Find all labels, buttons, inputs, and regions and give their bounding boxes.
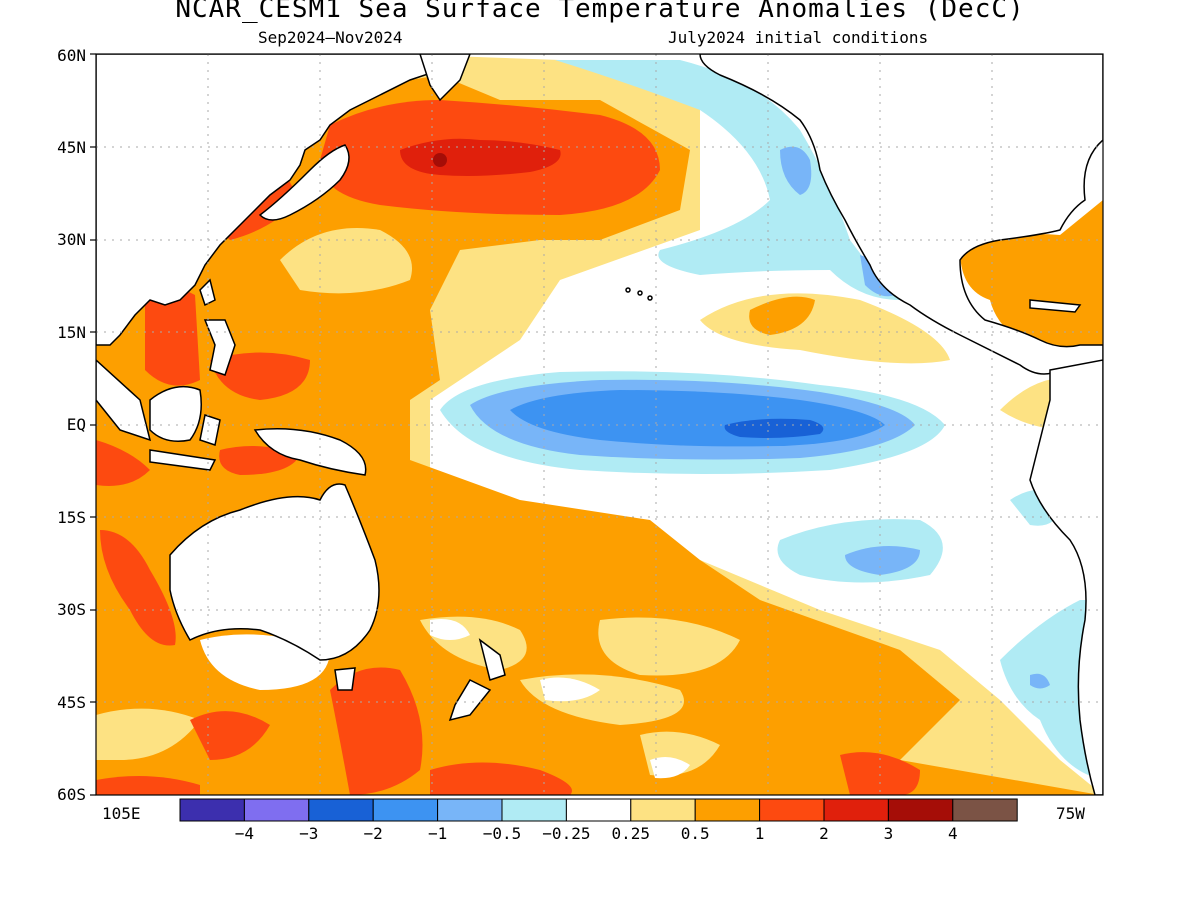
land-new-zealand-north <box>478 638 506 681</box>
anomaly-region <box>96 776 200 795</box>
land-new-guinea <box>253 428 367 476</box>
land-hawaii <box>647 295 653 301</box>
graticule <box>96 54 1103 795</box>
land-tasmania <box>334 667 356 691</box>
colorbar-tick-label: −3 <box>299 824 319 843</box>
colorbar-swatch <box>823 798 889 822</box>
land-philippines <box>203 319 236 376</box>
colorbar-swatch <box>887 798 954 822</box>
land-asia <box>96 54 441 346</box>
land-kamchatka <box>419 54 471 102</box>
anomaly-region <box>780 146 812 195</box>
anomaly-region <box>1030 673 1050 689</box>
land-new-zealand-south <box>448 679 492 722</box>
colorbar-swatch <box>565 798 632 822</box>
lat-label-15n: 15N <box>57 323 86 342</box>
anomaly-region <box>1000 600 1103 780</box>
colorbar-swatch <box>694 798 761 822</box>
anomaly-region <box>430 762 572 795</box>
land-south-america <box>1029 359 1103 795</box>
anomaly-region <box>430 619 470 640</box>
land-java <box>149 449 217 471</box>
lat-label-60n: 60N <box>57 46 86 65</box>
anomaly-region <box>724 418 824 438</box>
lat-label-eq: EQ <box>66 415 86 434</box>
colorbar-tick-label: 3 <box>883 824 894 843</box>
chart-title: NCAR_CESM1 Sea Surface Temperature Anoma… <box>175 0 1025 24</box>
colorbar-tick-label: −2 <box>363 824 383 843</box>
anomaly-region <box>200 634 330 690</box>
land-hawaii <box>625 287 631 293</box>
land-borneo <box>149 385 202 442</box>
anomaly-region <box>190 711 270 760</box>
colorbar-swatch <box>372 798 439 822</box>
colorbar-swatch <box>759 798 825 822</box>
land-cuba <box>1029 299 1082 313</box>
map-frame <box>90 53 1104 796</box>
colorbar-tick-label: 1 <box>754 824 765 843</box>
anomaly-region <box>845 546 920 575</box>
anomaly-region <box>840 752 920 795</box>
land-north-america <box>699 54 1103 375</box>
colorbar-swatch <box>630 798 696 822</box>
anomaly-region <box>210 352 310 400</box>
colorbar-tick-label: 0.5 <box>680 824 710 843</box>
lon-label-105e: 105E <box>102 804 141 823</box>
colorbar-tick-label: 0.25 <box>611 824 651 843</box>
anomaly-region <box>540 677 600 702</box>
anomaly-region <box>749 296 815 335</box>
colorbar-tick-label: −1 <box>427 824 448 843</box>
colorbar-swatch <box>437 798 503 822</box>
land-australia <box>169 483 380 661</box>
lat-label-30s: 30S <box>57 600 86 619</box>
anomaly-region <box>555 60 900 300</box>
land-taiwan <box>199 278 216 307</box>
colorbar <box>179 798 1018 822</box>
coastlines <box>96 54 1103 795</box>
lat-label-60s: 60S <box>57 785 86 804</box>
anomaly-region <box>650 756 690 779</box>
anomaly-region <box>96 440 150 486</box>
colorbar-tick-label: −4 <box>234 824 255 843</box>
lat-label-45n: 45N <box>57 138 86 157</box>
anomaly-region <box>598 617 740 676</box>
anomaly-region <box>330 667 423 795</box>
colorbar-swatch <box>952 798 1018 822</box>
lat-label-15s: 15S <box>57 508 86 527</box>
land-sumatra <box>96 358 152 442</box>
land-japan <box>258 144 350 221</box>
forecast-period: Sep2024–Nov2024 <box>258 28 403 47</box>
colorbar-tick-label: 2 <box>819 824 829 843</box>
colorbar-tick-label: −0.5 <box>482 824 522 843</box>
anomaly-region <box>280 228 412 294</box>
colorbar-swatch <box>308 798 374 822</box>
colorbar-swatch <box>179 798 245 822</box>
colorbar-swatch <box>243 798 310 822</box>
initial-conditions: July2024 initial conditions <box>668 28 929 47</box>
lat-label-45s: 45S <box>57 693 86 712</box>
lon-label-75w: 75W <box>1056 804 1085 823</box>
colorbar-tick-label: −0.25 <box>542 824 591 843</box>
anomaly-region <box>433 153 447 167</box>
anomaly-region <box>96 708 200 760</box>
colorbar-swatch <box>501 798 567 822</box>
land-hawaii <box>637 290 643 296</box>
lat-label-30n: 30N <box>57 230 86 249</box>
anomaly-region <box>145 288 200 386</box>
anomaly-region <box>100 530 176 646</box>
colorbar-tick-label: 4 <box>947 824 958 843</box>
land-sulawesi <box>199 414 221 446</box>
